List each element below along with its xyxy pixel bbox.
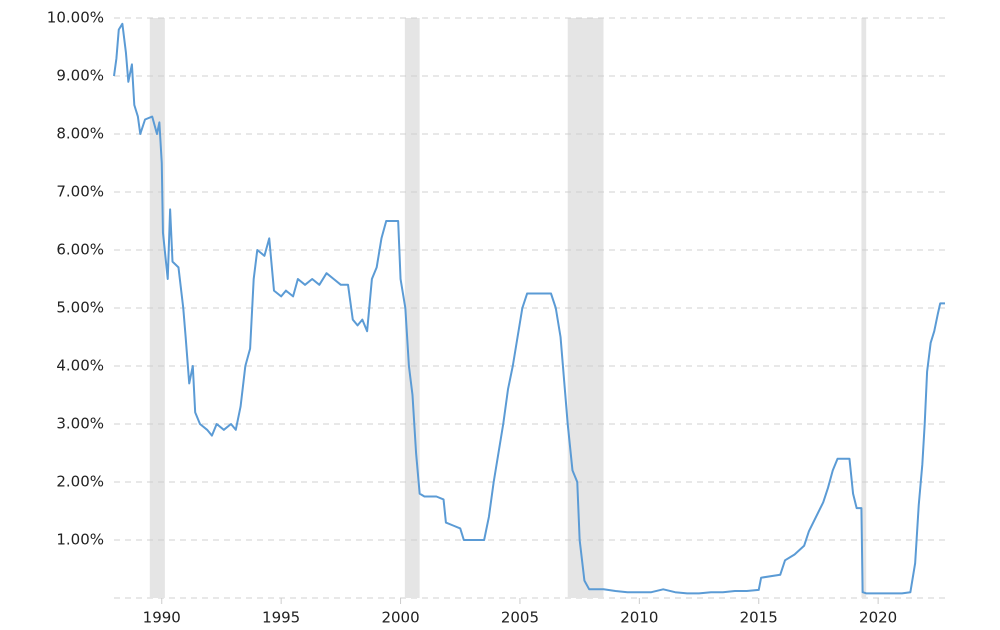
x-tick-label: 1995: [262, 609, 300, 627]
rate-line: [113, 22, 945, 595]
recession-band: [567, 18, 604, 598]
x-tick-label: 2000: [381, 609, 419, 627]
y-tick-label: 2.00%: [56, 473, 104, 491]
y-tick-label: 8.00%: [56, 125, 104, 143]
x-tick-label: 2010: [620, 609, 658, 627]
x-tick-label: 1990: [143, 609, 181, 627]
y-tick-label: 3.00%: [56, 415, 104, 433]
x-tick-label: 2020: [859, 609, 897, 627]
y-tick-label: 5.00%: [56, 299, 104, 317]
y-tick-label: 10.00%: [47, 9, 104, 27]
y-tick-label: 1.00%: [56, 531, 104, 549]
y-tick-label: 6.00%: [56, 241, 104, 259]
x-tick-label: 2015: [740, 609, 778, 627]
y-tick-label: 9.00%: [56, 67, 104, 85]
y-tick-label: 7.00%: [56, 183, 104, 201]
x-tick-label: 2005: [501, 609, 539, 627]
y-tick-label: 4.00%: [56, 357, 104, 375]
